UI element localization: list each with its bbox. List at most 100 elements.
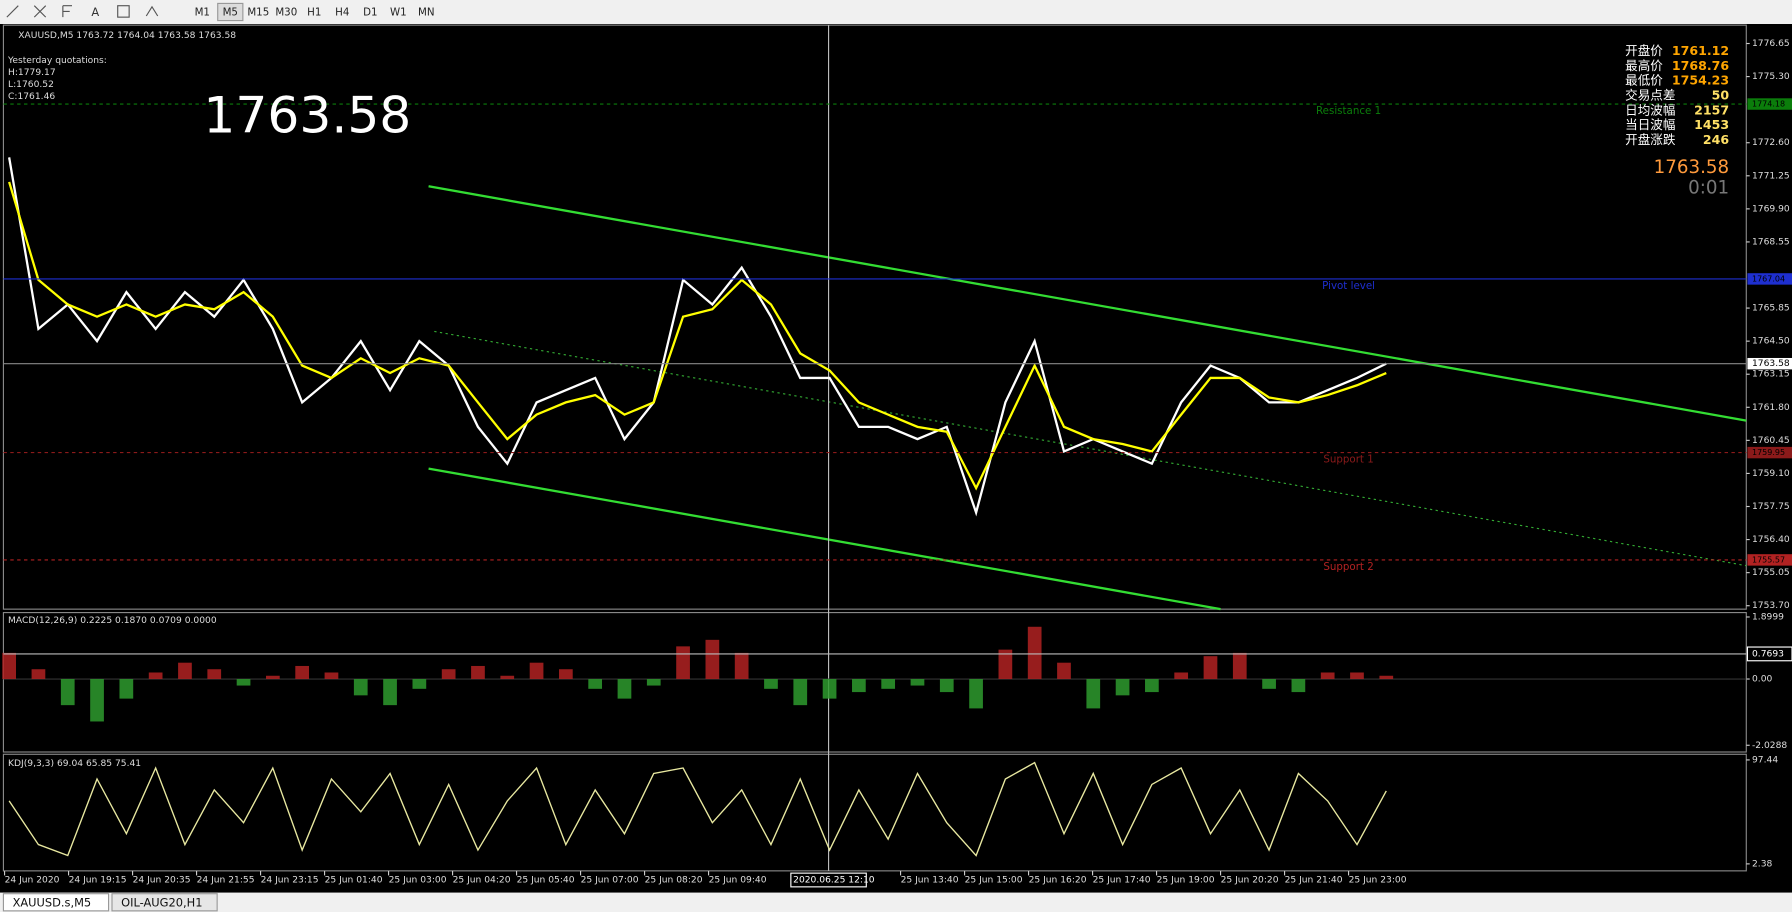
bid-tag-label: 1763.58 [1752, 359, 1790, 369]
level-tag-label: 1767.04 [1752, 274, 1785, 283]
info-label: 开盘价 [1625, 43, 1663, 58]
y-tick-label: 1760.45 [1752, 436, 1790, 446]
timeframe-label: M1 [195, 7, 210, 19]
info-label: 最低价 [1625, 73, 1663, 88]
macd-bar [1291, 679, 1306, 693]
y-tick-label: 1.8999 [1752, 612, 1784, 622]
y-tick-label: 1759.10 [1752, 469, 1790, 479]
macd-bar [646, 679, 661, 686]
y-tick-label: 1772.60 [1752, 138, 1790, 148]
macd-bar [617, 679, 632, 699]
y-tick-label: 1771.25 [1752, 171, 1790, 181]
macd-bar [1174, 672, 1189, 680]
macd-bar [148, 672, 163, 680]
yesterday-quote: Yesterday quotations: [7, 56, 107, 66]
price-line [8, 761, 1387, 857]
macd-bar [734, 652, 749, 680]
symbol-tab[interactable] [111, 893, 218, 912]
macd-bar [881, 679, 896, 689]
macd-bar [324, 672, 339, 680]
x-tick-label: 24 Jun 2020 [5, 876, 60, 886]
price-line [8, 181, 1387, 491]
level-name: Resistance 1 [1316, 105, 1381, 117]
symbol-tab[interactable] [2, 893, 110, 912]
fibo-tool[interactable] [62, 5, 72, 18]
timeframe-label: H1 [307, 7, 321, 19]
x-tick-label: 25 Jun 13:40 [901, 876, 959, 886]
macd-bar [412, 679, 427, 689]
y-tick-label: 1757.75 [1752, 502, 1790, 512]
macd-bar [500, 675, 515, 680]
macd-bar [1320, 672, 1335, 680]
panel-header: XAUUSD,M5 1763.72 1764.04 1763.58 1763.5… [18, 31, 236, 41]
line-tool[interactable] [6, 5, 19, 18]
price-line [8, 157, 1387, 517]
level-tag [1747, 273, 1792, 285]
x-tick-label: 25 Jun 23:00 [1349, 876, 1407, 886]
y-tick-label: 1769.90 [1752, 204, 1790, 214]
x-tick-label: 25 Jun 19:00 [1157, 876, 1215, 886]
macd-bar [793, 679, 808, 706]
macd-bar [764, 679, 778, 689]
x-tick-label: 25 Jun 21:40 [1285, 876, 1343, 886]
x-tick-label: 25 Jun 03:00 [389, 876, 447, 886]
macd-bar [265, 675, 280, 680]
x-tick-label: 25 Jun 01:40 [325, 876, 383, 886]
y-tick-label: 1753.70 [1752, 601, 1790, 611]
big-price: 1763.58 [203, 85, 411, 144]
text-tool: A [91, 5, 99, 19]
macd-bar [559, 669, 573, 680]
timeframe-label: MN [418, 7, 435, 19]
level-tag-label: 1759.95 [1752, 448, 1785, 457]
macd-bar [939, 679, 954, 693]
x-tick-label: 24 Jun 20:35 [133, 876, 191, 886]
grid-tool[interactable] [33, 5, 47, 18]
chart-area [0, 24, 1792, 893]
macd-panel-frame [2, 612, 1747, 753]
macd-bar [1115, 679, 1130, 696]
level-tag [1747, 98, 1792, 110]
level-name: Pivot level [1322, 280, 1375, 292]
yesterday-quote: C:1761.46 [8, 92, 55, 102]
textbox-tool[interactable] [117, 5, 130, 18]
macd-bar [2, 652, 17, 680]
macd-bar [353, 679, 368, 696]
toolbar [0, 0, 1792, 24]
info-value: 1761.12 [1672, 43, 1729, 58]
bid-tag [1747, 357, 1792, 370]
macd-bar [705, 639, 720, 680]
info-label: 日均波幅 [1625, 102, 1675, 117]
channel-upper [428, 185, 1747, 422]
crosshair-time: 2020.06.25 12:10 [793, 876, 875, 886]
x-tick-label: 24 Jun 21:55 [197, 876, 255, 886]
kdj-panel-frame [2, 753, 1747, 872]
level-name: Support 1 [1323, 453, 1373, 465]
y-tick-label: -2.0288 [1752, 741, 1787, 751]
crosshair-value: 0.7693 [1752, 649, 1784, 659]
y-tick-label: 97.44 [1752, 755, 1778, 765]
timeframe-label: D1 [363, 7, 377, 19]
timeframe-button[interactable] [217, 2, 244, 22]
macd-bar [1027, 626, 1042, 680]
x-tick-label: 25 Jun 16:20 [1029, 876, 1087, 886]
yesterday-quote: L:1760.52 [8, 80, 54, 90]
macd-bar [529, 662, 544, 680]
macd-bar [236, 679, 251, 686]
macd-bar [1350, 672, 1364, 680]
tab-label: OIL-AUG20,H1 [121, 895, 202, 909]
y-tick-label: 1768.55 [1752, 237, 1790, 247]
y-tick-label: 0.00 [1752, 675, 1773, 685]
price-panel-frame [2, 24, 1747, 610]
macd-bar [178, 662, 192, 680]
current-price: 1763.58 [1654, 157, 1730, 178]
timeframe-label: M30 [275, 7, 297, 19]
y-tick-label: 2.38 [1752, 859, 1773, 869]
arrow-tool[interactable] [145, 5, 159, 17]
crosshair-time-box [790, 872, 867, 888]
crosshair-value-box [1746, 646, 1792, 662]
x-tick-label: 24 Jun 23:15 [261, 876, 319, 886]
macd-bar [910, 679, 925, 686]
macd-bar [1145, 679, 1159, 693]
level-tag-label: 1755.57 [1752, 555, 1785, 564]
